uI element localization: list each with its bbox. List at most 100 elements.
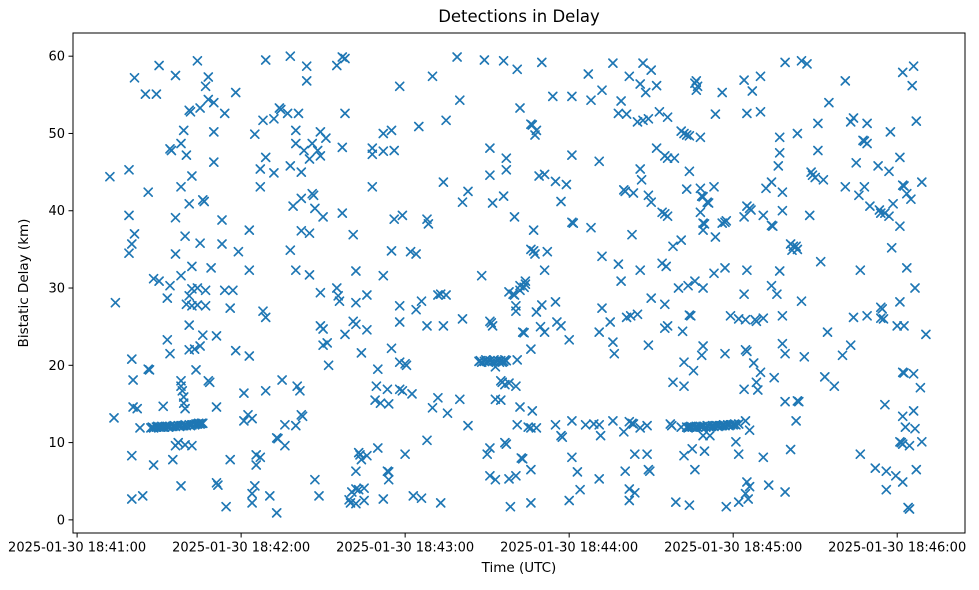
data-point-marker <box>755 367 766 378</box>
data-point-marker <box>526 344 536 354</box>
data-point-marker <box>517 453 528 464</box>
y-axis-tick-label: 60 <box>48 50 65 65</box>
data-point-marker <box>550 176 561 187</box>
data-point-marker <box>184 320 195 330</box>
data-point-marker <box>247 488 257 499</box>
data-point-marker <box>895 152 905 163</box>
data-point-marker <box>304 228 315 239</box>
data-point-marker <box>244 351 255 361</box>
data-point-marker <box>260 312 271 323</box>
data-point-marker <box>442 408 453 419</box>
data-point-marker <box>583 69 594 79</box>
data-point-marker <box>915 382 926 393</box>
data-point-marker <box>124 164 134 175</box>
data-point-marker <box>511 470 521 481</box>
data-point-marker <box>796 296 807 307</box>
data-point-marker <box>375 398 386 409</box>
data-point-marker <box>255 164 266 174</box>
data-point-marker <box>397 385 408 396</box>
data-point-marker <box>290 420 301 431</box>
data-point-marker <box>165 280 175 291</box>
data-point-marker <box>785 444 796 455</box>
data-point-marker <box>621 109 632 119</box>
data-point-marker <box>709 268 719 279</box>
data-point-marker <box>731 436 741 447</box>
data-point-marker <box>848 312 859 323</box>
data-point-marker <box>739 289 749 300</box>
data-point-marker <box>739 212 749 222</box>
data-point-marker <box>769 372 780 383</box>
x-axis-tick-label: 2025-01-30 18:45:00 <box>664 541 802 556</box>
data-point-marker <box>228 285 238 296</box>
data-point-marker <box>594 156 605 167</box>
data-point-marker <box>225 303 236 313</box>
data-point-marker <box>616 96 626 106</box>
data-point-marker <box>530 249 540 259</box>
data-point-marker <box>710 232 721 242</box>
data-point-marker <box>777 338 788 349</box>
data-point-marker <box>618 426 629 437</box>
data-point-marker <box>498 55 509 66</box>
data-point-marker <box>539 327 550 337</box>
data-point-marker <box>110 297 121 308</box>
data-point-marker <box>755 71 766 82</box>
data-point-marker <box>148 460 159 470</box>
data-point-marker <box>556 196 566 207</box>
data-point-marker <box>219 108 230 119</box>
data-point-marker <box>148 273 159 284</box>
data-point-marker <box>644 466 655 477</box>
data-point-marker <box>457 197 468 208</box>
data-point-marker <box>536 300 547 310</box>
data-point-marker <box>170 249 181 259</box>
data-point-marker <box>709 181 719 192</box>
data-point-marker <box>662 112 673 123</box>
y-axis-tick-label: 40 <box>48 204 65 219</box>
data-point-marker <box>203 94 214 105</box>
data-point-marker <box>550 419 561 430</box>
data-point-marker <box>158 401 169 412</box>
data-point-marker <box>233 246 244 257</box>
data-point-marker <box>315 151 326 161</box>
data-point-marker <box>575 484 585 495</box>
data-point-marker <box>822 327 833 337</box>
data-point-marker <box>646 65 657 75</box>
data-point-marker <box>892 321 903 331</box>
y-axis-tick-label: 50 <box>48 127 65 142</box>
data-point-marker <box>192 300 203 310</box>
data-point-marker <box>389 145 400 156</box>
data-point-marker <box>318 324 328 334</box>
data-point-marker <box>774 266 785 276</box>
data-point-marker <box>140 89 151 99</box>
data-point-marker <box>690 464 700 475</box>
data-point-marker <box>258 115 268 126</box>
data-point-marker <box>310 203 320 214</box>
data-point-marker <box>137 491 148 501</box>
data-point-marker <box>487 321 498 331</box>
data-point-marker <box>180 231 190 242</box>
data-point-marker <box>299 145 309 156</box>
data-point-marker <box>908 406 919 416</box>
data-point-marker <box>683 280 693 291</box>
data-point-marker <box>191 365 201 375</box>
data-point-marker <box>383 399 394 409</box>
data-point-marker <box>170 212 181 223</box>
data-point-marker <box>813 118 823 129</box>
data-point-marker <box>427 402 438 413</box>
data-point-marker <box>372 364 383 375</box>
data-point-marker <box>873 161 883 171</box>
data-point-marker <box>679 381 689 392</box>
data-point-marker <box>310 474 320 485</box>
data-point-marker <box>885 127 896 137</box>
data-point-marker <box>791 416 801 426</box>
data-point-marker <box>651 80 662 91</box>
data-point-marker <box>411 304 421 315</box>
data-point-marker <box>315 287 326 298</box>
data-point-marker <box>526 498 536 508</box>
data-point-marker <box>774 147 785 158</box>
data-point-marker <box>208 127 219 137</box>
data-point-marker <box>804 210 815 221</box>
data-point-marker <box>818 174 829 185</box>
data-point-marker <box>774 132 785 143</box>
data-point-marker <box>899 181 909 191</box>
data-point-marker <box>751 316 762 327</box>
